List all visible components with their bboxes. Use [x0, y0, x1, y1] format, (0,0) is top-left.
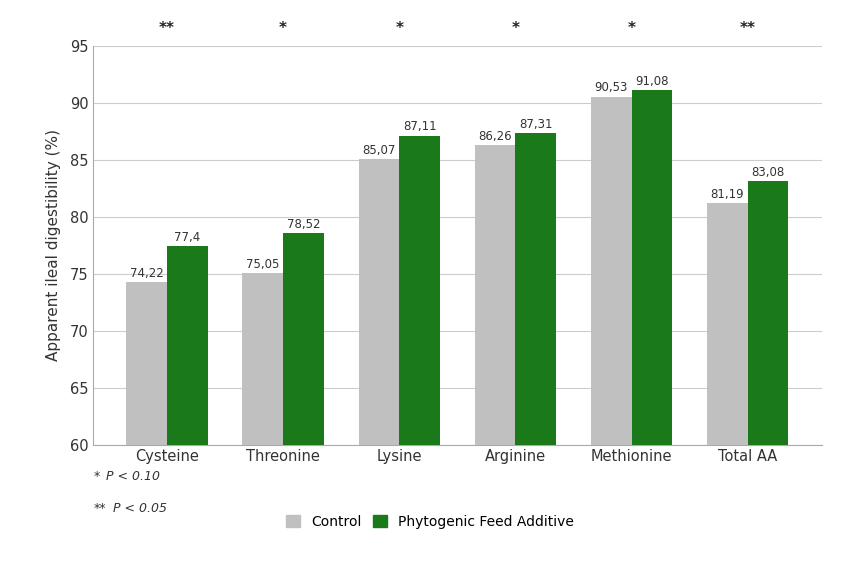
Text: 75,05: 75,05: [246, 258, 280, 271]
Text: **: **: [739, 22, 756, 36]
Y-axis label: Apparent ileal digestibility (%): Apparent ileal digestibility (%): [47, 129, 61, 361]
Text: *: *: [628, 22, 635, 36]
Text: 90,53: 90,53: [595, 82, 628, 94]
Bar: [283, 234, 324, 570]
Text: 86,26: 86,26: [479, 130, 512, 143]
Bar: [707, 203, 748, 570]
Bar: [167, 246, 208, 570]
Text: *: *: [512, 22, 519, 36]
Text: *: *: [93, 470, 99, 483]
Text: 87,11: 87,11: [403, 120, 436, 133]
Text: *: *: [396, 22, 403, 36]
Bar: [475, 145, 516, 570]
Bar: [126, 283, 167, 570]
Text: 85,07: 85,07: [363, 144, 396, 157]
Text: 74,22: 74,22: [130, 267, 163, 280]
Text: 78,52: 78,52: [286, 218, 320, 231]
Bar: [591, 96, 632, 570]
Text: 81,19: 81,19: [711, 188, 745, 201]
Text: *: *: [280, 22, 287, 36]
Bar: [632, 90, 673, 570]
Text: **: **: [93, 502, 106, 515]
Text: 87,31: 87,31: [519, 118, 552, 131]
Text: 91,08: 91,08: [635, 75, 669, 88]
Text: **: **: [159, 22, 175, 36]
Text: P < 0.10: P < 0.10: [106, 470, 160, 483]
Bar: [399, 136, 440, 570]
Text: 83,08: 83,08: [751, 166, 785, 179]
Bar: [748, 181, 789, 570]
Text: P < 0.05: P < 0.05: [113, 502, 167, 515]
Bar: [516, 133, 556, 570]
Bar: [358, 159, 399, 570]
Text: 77,4: 77,4: [174, 231, 201, 244]
Legend: Control, Phytogenic Feed Additive: Control, Phytogenic Feed Additive: [286, 515, 573, 529]
Bar: [242, 273, 283, 570]
